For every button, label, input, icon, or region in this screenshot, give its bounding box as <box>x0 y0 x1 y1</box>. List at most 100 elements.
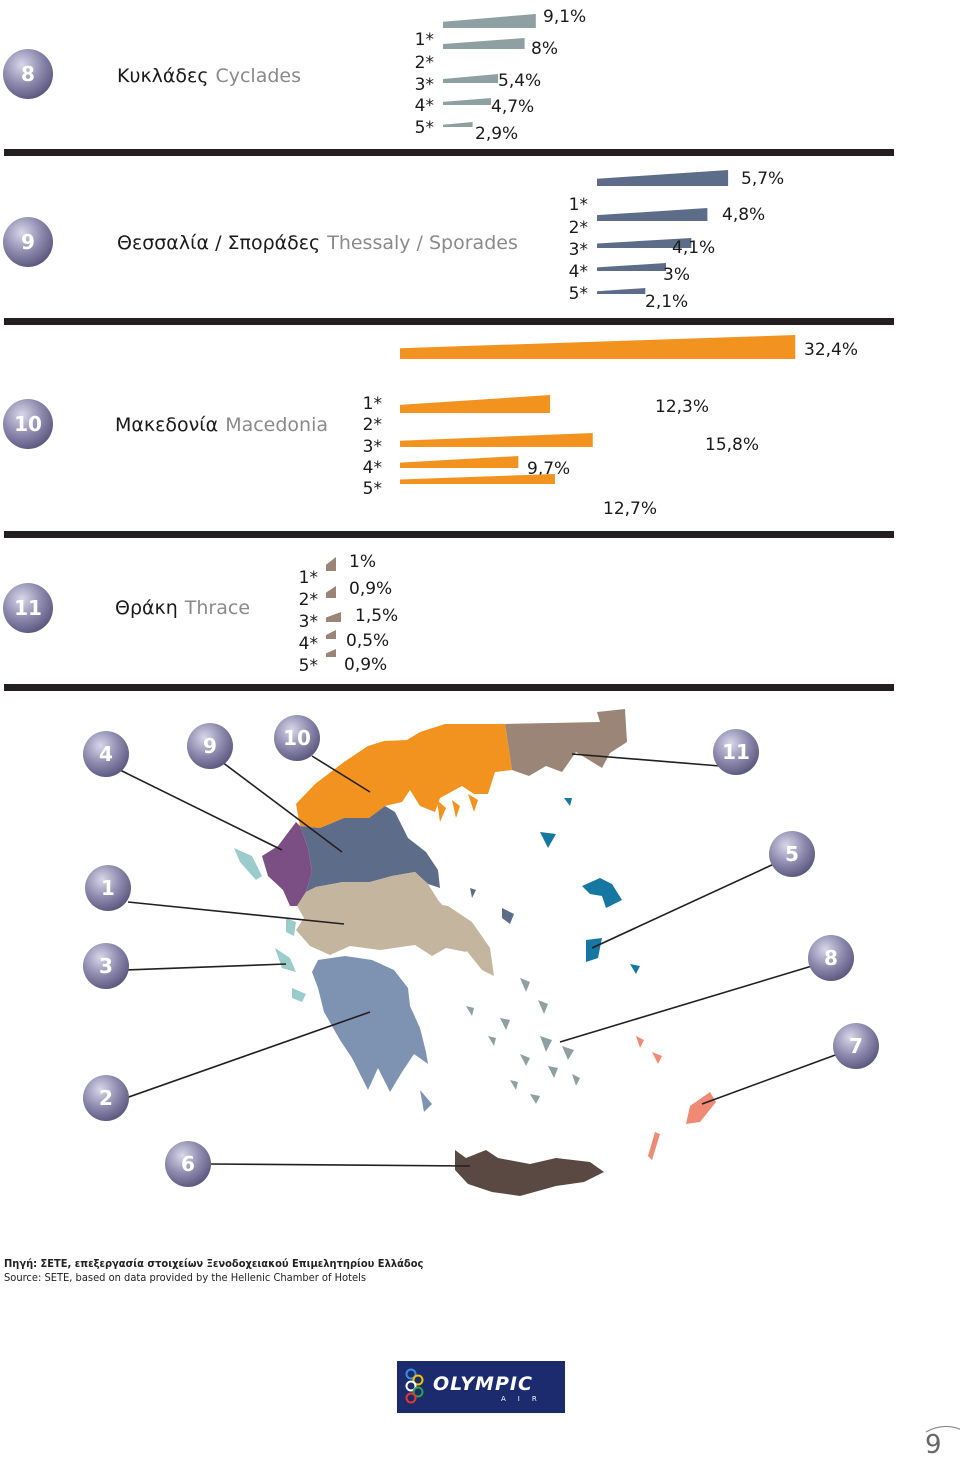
leader-line <box>311 755 371 793</box>
region-title: Θράκη Thrace <box>115 597 250 619</box>
svg-text:5: 5 <box>785 842 799 866</box>
map-badge-6: 6 <box>165 1141 211 1187</box>
bar <box>400 474 555 484</box>
svg-text:10: 10 <box>283 726 311 750</box>
region-title: Μακεδονία Macedonia <box>115 414 328 436</box>
map-island-crete <box>455 1150 604 1196</box>
macedonia-chart: 1*2*3*4*5* 32,4% 12,3% 15,8% 9,7% 12,7% <box>363 335 858 519</box>
map-island-dodecanese <box>636 1036 644 1048</box>
bar <box>400 335 796 359</box>
value-label: 1% <box>349 552 376 572</box>
map-region-epirus <box>262 822 312 906</box>
value-label: 0,9% <box>344 655 387 675</box>
svg-text:9: 9 <box>203 734 217 758</box>
leader-line <box>119 769 283 851</box>
value-label: 8% <box>531 39 558 59</box>
star-category-label: 3* <box>569 240 588 260</box>
svg-text:8: 8 <box>21 62 35 86</box>
bar <box>443 74 499 83</box>
region-title: Θεσσαλία / Σποράδες Thessaly / Sporades <box>117 232 518 254</box>
map-island-cyclades <box>530 1094 540 1104</box>
svg-text:8: 8 <box>824 946 838 970</box>
region-badge-8: 8 <box>3 49 53 99</box>
map-island-rhodes <box>686 1092 716 1124</box>
svg-text:6: 6 <box>181 1152 195 1176</box>
map-region-peloponnese-cape <box>420 1090 432 1112</box>
map-island-ionian <box>275 948 296 972</box>
map-badge-4: 4 <box>83 731 129 777</box>
leader-line <box>125 963 287 971</box>
map-island-cyclades <box>572 1074 580 1086</box>
leader-line <box>221 761 343 853</box>
map-region-macedonia-peninsula <box>452 800 460 818</box>
bar <box>400 395 551 413</box>
star-category-label: 3* <box>363 437 382 457</box>
region-badge-9: 9 <box>3 217 53 267</box>
map-region-central-greece <box>296 872 474 956</box>
map-badge-10: 10 <box>274 715 320 761</box>
star-category-label: 5* <box>363 479 382 499</box>
greece-map <box>234 709 716 1196</box>
value-label: 4,1% <box>672 238 715 258</box>
bar <box>326 649 336 657</box>
map-island-north-aegean <box>630 964 640 974</box>
value-label: 12,7% <box>603 499 657 519</box>
map-island-dodecanese <box>652 1052 662 1064</box>
svg-text:2: 2 <box>99 1086 113 1110</box>
cyclades-chart: 1* 2*3*4*5* 9,1% 8% 5,4% 4,7% 2,9% <box>415 7 587 144</box>
value-label: 4,8% <box>722 205 765 225</box>
map-region-thrace <box>505 709 627 776</box>
olympic-air-logo: OLYMPIC AIR <box>397 1361 565 1413</box>
value-label: 32,4% <box>804 340 858 360</box>
map-island-ionian <box>292 988 306 1002</box>
star-category-label: 2* <box>569 218 588 238</box>
star-category-label: 2* <box>299 590 318 610</box>
bar <box>443 122 473 127</box>
region-badge-10: 10 <box>3 399 53 449</box>
map-region-thessaly <box>300 806 440 892</box>
olympic-rings-icon <box>405 1368 424 1404</box>
map-leader-lines <box>119 753 839 1167</box>
star-category-label: 2* <box>415 53 434 73</box>
value-label: 12,3% <box>655 397 709 417</box>
star-category-label: 5* <box>569 284 588 304</box>
bar <box>443 14 536 28</box>
map-badge-3: 3 <box>83 943 129 989</box>
section-divider <box>4 531 894 538</box>
svg-text:1: 1 <box>101 876 115 900</box>
leader-line <box>591 863 775 949</box>
map-badge-1: 1 <box>85 865 131 911</box>
bar <box>443 38 525 49</box>
leader-line <box>209 1163 471 1167</box>
bar <box>597 238 692 248</box>
star-category-label: 4* <box>299 634 318 654</box>
value-label: 4,7% <box>491 97 534 117</box>
map-island-karpathos <box>648 1132 660 1160</box>
value-label: 0,9% <box>349 579 392 599</box>
region-title: Κυκλάδες Cyclades <box>117 65 301 87</box>
page-number-swoosh <box>925 1425 960 1433</box>
star-category-label: 4* <box>363 458 382 478</box>
star-category-label: 1* <box>415 30 434 50</box>
leader-line <box>701 1053 839 1105</box>
map-island-corfu <box>234 848 262 880</box>
map-badge-9: 9 <box>187 723 233 769</box>
bar <box>326 557 336 571</box>
map-island-cyclades <box>540 1036 552 1052</box>
region-badge-11: 11 <box>3 583 53 633</box>
star-category-label: 1* <box>363 394 382 414</box>
map-region-evia <box>426 902 494 976</box>
svg-text:11: 11 <box>722 740 750 764</box>
value-label: 9,1% <box>543 7 586 27</box>
svg-text:10: 10 <box>14 412 42 436</box>
svg-text:3: 3 <box>99 954 113 978</box>
star-category-label: 1* <box>299 568 318 588</box>
map-island-cyclades <box>520 1054 530 1066</box>
bar <box>443 98 491 105</box>
map-region-macedonia-peninsula <box>468 794 478 812</box>
map-island-cyclades <box>548 1066 558 1078</box>
source-note-english: Source: SETE, based on data provided by … <box>4 1271 366 1284</box>
value-label: 0,5% <box>346 631 389 651</box>
page-number: 9 <box>925 1430 942 1460</box>
